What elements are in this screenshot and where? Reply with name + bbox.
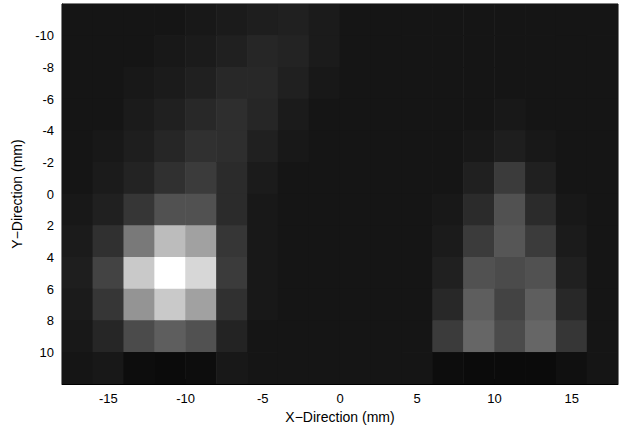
svg-text:Y−Direction (mm): Y−Direction (mm) — [9, 139, 25, 248]
svg-text:2: 2 — [47, 218, 54, 233]
svg-text:-2: -2 — [42, 155, 54, 170]
svg-text:6: 6 — [47, 282, 54, 297]
svg-text:-6: -6 — [42, 92, 54, 107]
svg-text:15: 15 — [564, 391, 578, 406]
svg-text:0: 0 — [336, 391, 343, 406]
svg-text:-8: -8 — [42, 60, 54, 75]
svg-text:-10: -10 — [176, 391, 195, 406]
svg-text:10: 10 — [40, 345, 54, 360]
svg-text:10: 10 — [487, 391, 501, 406]
svg-text:-4: -4 — [42, 123, 54, 138]
svg-text:-15: -15 — [99, 391, 118, 406]
svg-text:-10: -10 — [35, 28, 54, 43]
svg-text:4: 4 — [47, 250, 54, 265]
svg-text:8: 8 — [47, 313, 54, 328]
svg-text:5: 5 — [414, 391, 421, 406]
svg-text:-5: -5 — [257, 391, 269, 406]
svg-text:X−Direction (mm): X−Direction (mm) — [285, 409, 394, 425]
svg-text:0: 0 — [47, 187, 54, 202]
